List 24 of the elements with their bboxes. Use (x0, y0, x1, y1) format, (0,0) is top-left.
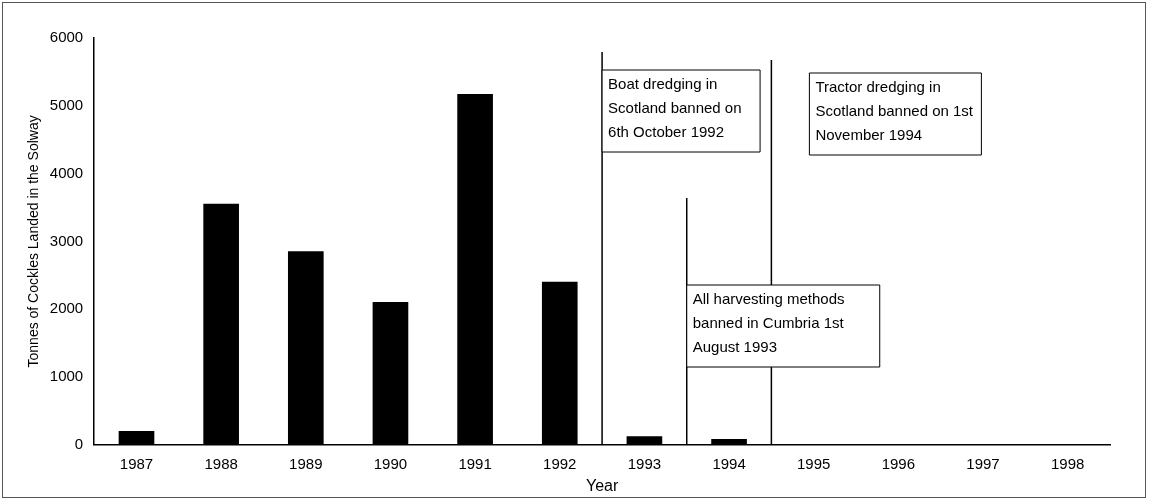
y-tick-label: 1000 (49, 367, 84, 385)
x-tick-label: 1988 (204, 454, 238, 472)
y-axis-title: Tonnes of Cockles Landed in the Solway (25, 115, 42, 368)
x-tick-label: 1998 (1050, 454, 1085, 472)
ref-line-label: Boat dredging in Scotland banned on 6th October 1992 (608, 74, 742, 140)
x-tick-label: 1992 (543, 454, 577, 472)
x-tick-label: 1993 (627, 454, 662, 472)
x-tick-label: 1989 (289, 454, 323, 472)
x-tick-label: 1991 (458, 454, 492, 472)
x-tick-label: 1987 (119, 454, 154, 472)
x-tick-label: 1994 (712, 454, 746, 472)
y-tick-label: 3000 (49, 231, 84, 249)
y-tick-label: 6000 (49, 28, 84, 46)
x-tick-label: 1996 (881, 454, 916, 472)
x-tick-label: 1997 (966, 454, 1000, 472)
y-tick-label: 0 (74, 434, 84, 452)
ref-line-label: All harvesting methods banned in Cumbria 1st August 1993 (692, 289, 845, 355)
x-tick-label: 1995 (797, 454, 831, 472)
x-tick-label: 1990 (373, 454, 408, 472)
y-tick-label: 2000 (49, 299, 84, 317)
x-axis-title: Year (585, 476, 619, 494)
y-tick-label: 4000 (49, 163, 84, 181)
y-tick-label: 5000 (49, 95, 84, 113)
ref-line-label: Tractor dredging in Scotland banned on 1st November 1994 (815, 77, 974, 143)
